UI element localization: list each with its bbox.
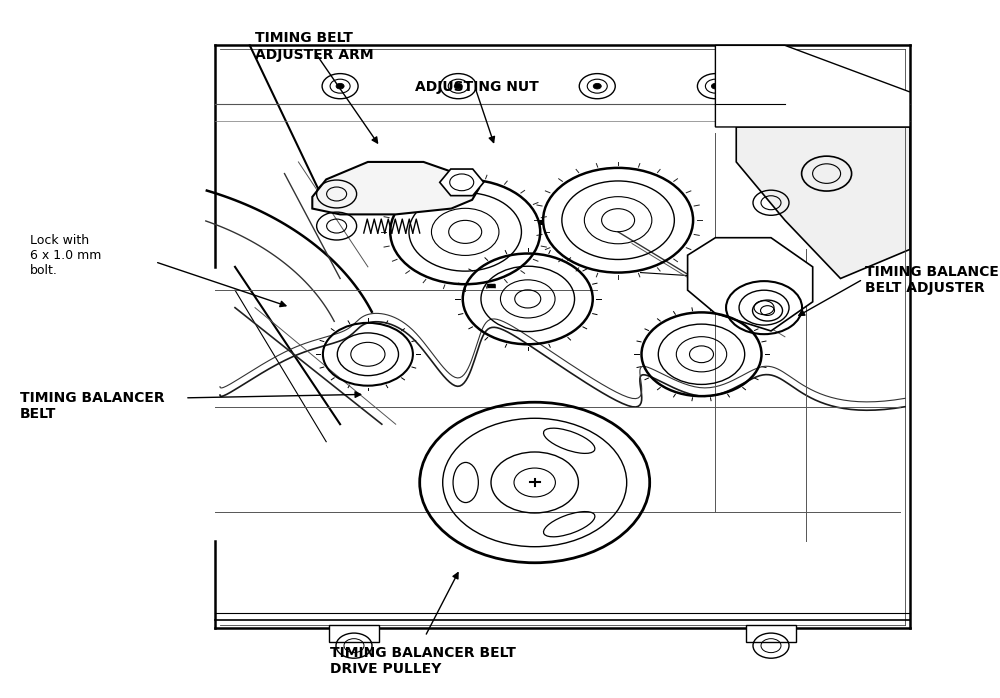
Text: ADJUSTING NUT: ADJUSTING NUT [415,80,539,94]
Circle shape [454,83,462,89]
Circle shape [336,83,344,89]
Bar [329,625,379,642]
Circle shape [593,83,601,89]
Bar [746,625,796,642]
Text: Lock with
6 x 1.0 mm
bolt.: Lock with 6 x 1.0 mm bolt. [30,234,101,277]
Circle shape [711,83,719,89]
Polygon shape [715,45,910,127]
Text: TIMING BALANCER
BELT: TIMING BALANCER BELT [20,391,165,421]
Polygon shape [440,169,484,195]
Text: TIMING BALANCER BELT
DRIVE PULLEY: TIMING BALANCER BELT DRIVE PULLEY [330,646,516,676]
Polygon shape [736,127,910,279]
Polygon shape [312,162,479,214]
Text: TIMING BALANCER
BELT ADJUSTER: TIMING BALANCER BELT ADJUSTER [865,265,1000,295]
Circle shape [823,83,831,89]
Text: TIMING BELT
ADJUSTER ARM: TIMING BELT ADJUSTER ARM [255,31,374,61]
Polygon shape [688,238,813,331]
